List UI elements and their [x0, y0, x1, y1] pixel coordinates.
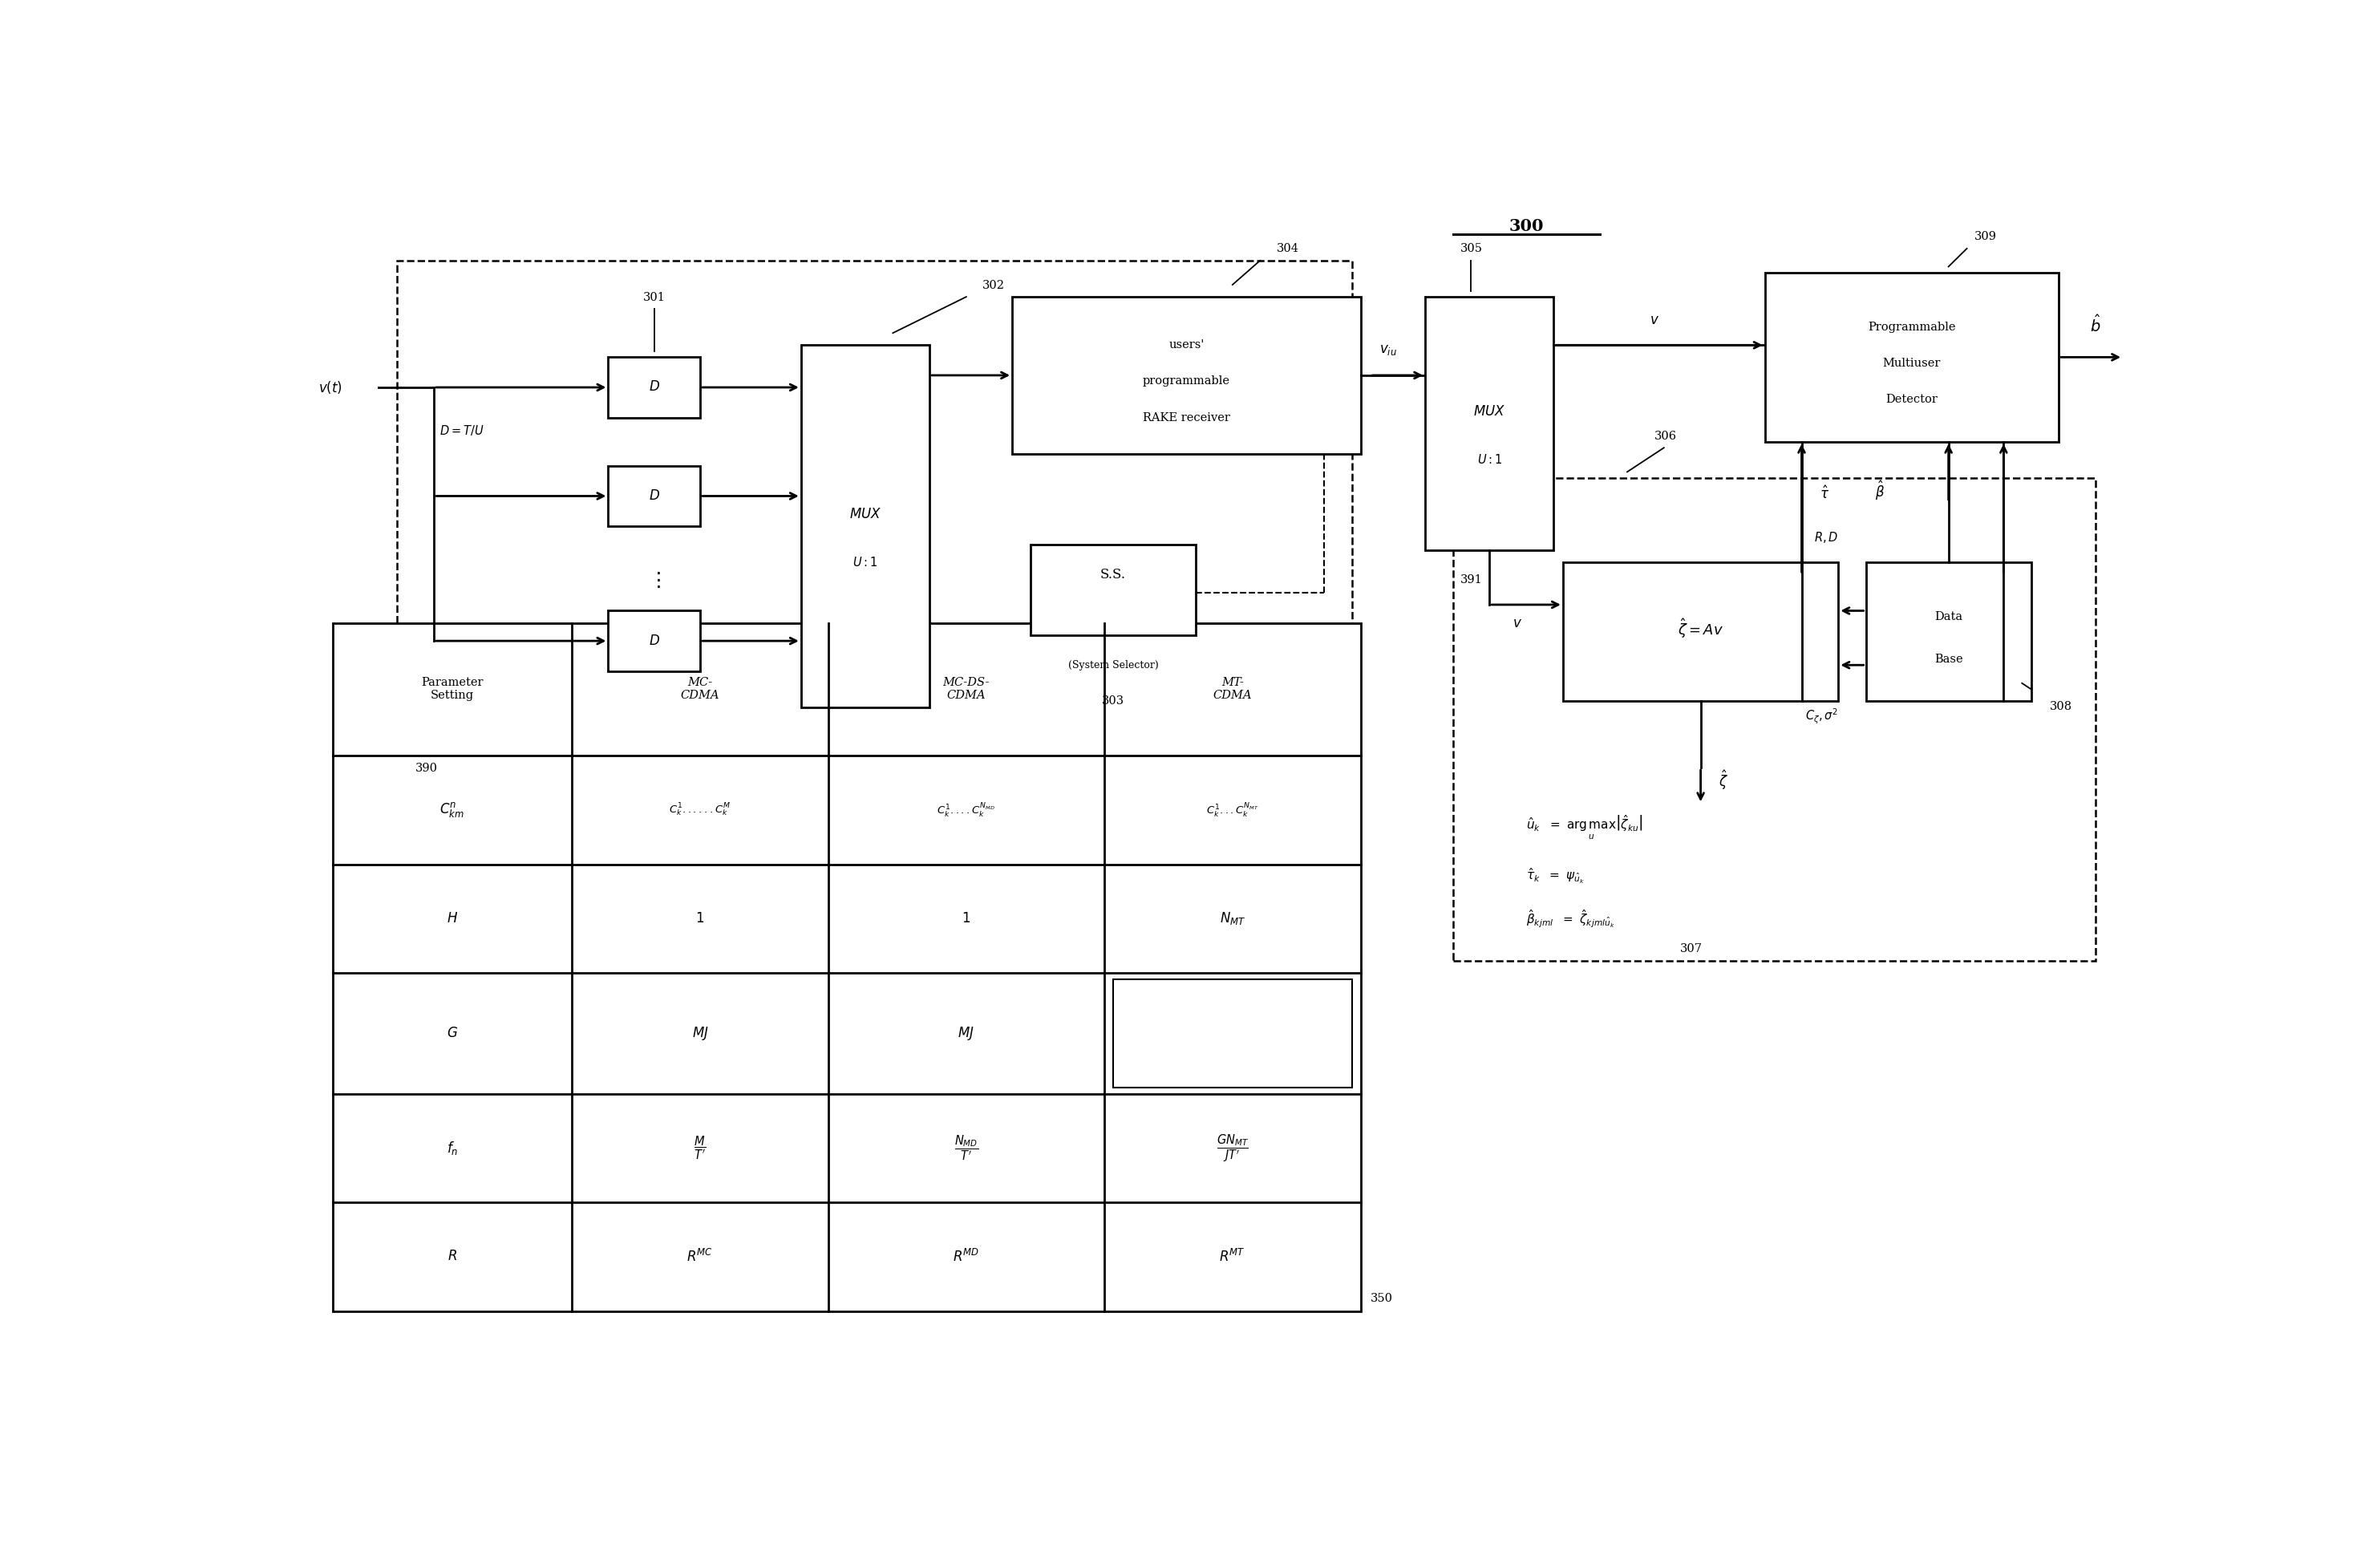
- Text: $\hat{\tau}$: $\hat{\tau}$: [1819, 486, 1829, 502]
- Text: $R$: $R$: [448, 1250, 457, 1264]
- Bar: [1426, 296, 1554, 550]
- Bar: [609, 466, 701, 527]
- Text: $\hat{\zeta}=Av$: $\hat{\zeta}=Av$: [1677, 618, 1725, 640]
- Text: $MJ$: $MJ$: [692, 1025, 708, 1041]
- Text: 300: 300: [1509, 218, 1545, 234]
- Text: 391: 391: [1459, 574, 1483, 586]
- Text: 304: 304: [1277, 243, 1298, 254]
- Bar: [1867, 563, 2030, 701]
- Text: $v$: $v$: [1649, 314, 1661, 328]
- Bar: [801, 345, 929, 707]
- Text: 309: 309: [1973, 230, 1997, 243]
- Text: $D=T/U$: $D=T/U$: [438, 423, 483, 437]
- Text: $R^{MD}$: $R^{MD}$: [952, 1248, 978, 1265]
- Text: $v$: $v$: [1511, 616, 1521, 630]
- Text: 305: 305: [1459, 243, 1483, 254]
- Text: $\hat{\zeta}$: $\hat{\zeta}$: [1720, 768, 1729, 792]
- Text: $MJ$: $MJ$: [957, 1025, 974, 1041]
- Bar: [1012, 296, 1360, 453]
- Text: $MUX$: $MUX$: [848, 508, 881, 521]
- Bar: [1765, 273, 2059, 442]
- Text: $R^{MC}$: $R^{MC}$: [687, 1248, 713, 1265]
- Text: $\left\lfloor\dfrac{J-1}{N_{MT}}\right\rfloor+1$: $\left\lfloor\dfrac{J-1}{N_{MT}}\right\r…: [1203, 1019, 1260, 1047]
- Text: $C_{km}^{n}$: $C_{km}^{n}$: [441, 801, 464, 818]
- Text: $1$: $1$: [696, 913, 704, 925]
- Text: $\hat{\beta}$: $\hat{\beta}$: [1876, 480, 1886, 502]
- Bar: [1113, 978, 1353, 1088]
- Text: $v(t)$: $v(t)$: [317, 379, 341, 395]
- Text: (System Selector): (System Selector): [1068, 660, 1158, 670]
- Text: S.S.: S.S.: [1099, 568, 1125, 582]
- Text: $\vdots$: $\vdots$: [647, 571, 661, 590]
- Text: $f_{n}$: $f_{n}$: [445, 1140, 457, 1157]
- Text: $MUX$: $MUX$: [1474, 405, 1507, 419]
- Text: $R^{MT}$: $R^{MT}$: [1220, 1248, 1246, 1265]
- Bar: [609, 358, 701, 417]
- Text: 303: 303: [1102, 696, 1125, 707]
- Bar: [332, 622, 1360, 1311]
- Text: $U:1$: $U:1$: [1476, 453, 1502, 466]
- Text: $C_{k}^{1}....C_{k}^{N_{MD}}$: $C_{k}^{1}....C_{k}^{N_{MD}}$: [938, 801, 995, 818]
- Text: Multiuser: Multiuser: [1883, 358, 1940, 368]
- Text: $\dfrac{GN_{MT}}{JT^{\prime}}$: $\dfrac{GN_{MT}}{JT^{\prime}}$: [1215, 1132, 1248, 1163]
- Text: Data: Data: [1935, 612, 1962, 622]
- Text: programmable: programmable: [1142, 376, 1230, 387]
- Text: $C_{\zeta},\sigma^{2}$: $C_{\zeta},\sigma^{2}$: [1805, 707, 1838, 726]
- Text: $N_{MT}$: $N_{MT}$: [1220, 911, 1246, 927]
- Text: $\hat{\beta}_{kjml}\ \ =\ \hat{\zeta}_{kjml\hat{u}_{k}}$: $\hat{\beta}_{kjml}\ \ =\ \hat{\zeta}_{k…: [1526, 908, 1616, 930]
- Text: Base: Base: [1933, 654, 1964, 665]
- Bar: [609, 612, 701, 671]
- Text: Programmable: Programmable: [1867, 321, 1957, 332]
- Text: $\hat{u}_{k}\ \ =\ \underset{u}{\mathrm{arg}\,\mathrm{max}}\left|\hat{\zeta}_{ku: $\hat{u}_{k}\ \ =\ \underset{u}{\mathrm{…: [1526, 814, 1644, 842]
- Bar: [1452, 478, 2094, 961]
- Text: MC-DS-
CDMA: MC-DS- CDMA: [943, 677, 990, 701]
- Text: Detector: Detector: [1886, 394, 1938, 405]
- Text: 308: 308: [2049, 701, 2073, 712]
- Text: 302: 302: [983, 279, 1004, 290]
- Text: $\hat{\tau}_{k}\ \ =\ \psi_{\hat{u}_{k}}$: $\hat{\tau}_{k}\ \ =\ \psi_{\hat{u}_{k}}…: [1526, 867, 1585, 886]
- Text: $D$: $D$: [649, 633, 659, 648]
- Text: $U:1$: $U:1$: [853, 557, 879, 569]
- Text: $H$: $H$: [445, 913, 457, 925]
- Bar: [1564, 563, 1838, 701]
- Text: $D$: $D$: [649, 381, 659, 394]
- Text: $G$: $G$: [445, 1027, 457, 1040]
- Text: RAKE receiver: RAKE receiver: [1142, 412, 1230, 423]
- Text: $1$: $1$: [962, 913, 971, 925]
- Text: 390: 390: [415, 762, 438, 773]
- Bar: [1031, 544, 1196, 635]
- Text: $\dfrac{N_{MD}}{T^{\prime}}$: $\dfrac{N_{MD}}{T^{\prime}}$: [955, 1134, 978, 1162]
- Text: 301: 301: [642, 292, 666, 303]
- Text: Parameter
Setting: Parameter Setting: [422, 677, 483, 701]
- Text: $\dfrac{M}{T^{\prime}}$: $\dfrac{M}{T^{\prime}}$: [694, 1135, 706, 1162]
- Bar: [398, 260, 1353, 779]
- Text: MT-
CDMA: MT- CDMA: [1213, 677, 1251, 701]
- Text: $\hat{b}$: $\hat{b}$: [2089, 315, 2101, 336]
- Text: 306: 306: [1654, 431, 1677, 442]
- Text: users': users': [1168, 340, 1203, 351]
- Text: $D$: $D$: [649, 489, 659, 503]
- Text: $R,D$: $R,D$: [1815, 530, 1838, 544]
- Text: MC-
CDMA: MC- CDMA: [680, 677, 720, 701]
- Text: $C_{k}^{1}......C_{k}^{M}$: $C_{k}^{1}......C_{k}^{M}$: [668, 801, 732, 818]
- Text: 307: 307: [1680, 944, 1703, 955]
- Text: $C_{k}^{1}...C_{k}^{N_{MT}}$: $C_{k}^{1}...C_{k}^{N_{MT}}$: [1206, 801, 1258, 818]
- Text: $v_{iu}$: $v_{iu}$: [1379, 343, 1398, 358]
- Text: 350: 350: [1369, 1294, 1393, 1305]
